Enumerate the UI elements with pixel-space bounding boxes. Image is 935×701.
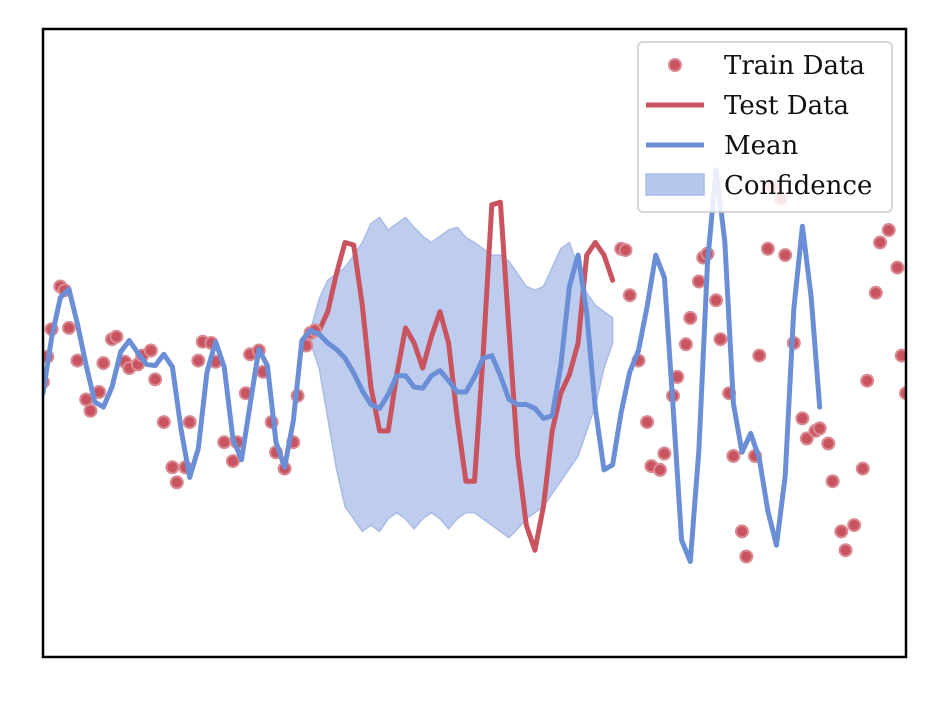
train-data-point (165, 460, 180, 475)
train-data-point (640, 415, 655, 430)
legend-label-test: Test Data (724, 91, 849, 121)
train-data-point (61, 320, 76, 335)
train-data-point (855, 461, 870, 476)
train-data-point (795, 411, 810, 426)
legend-box (637, 41, 893, 213)
train-data-point (70, 353, 85, 368)
train-data-point (899, 386, 906, 401)
plot-area (43, 167, 906, 564)
train-data-point (683, 310, 698, 325)
legend-patch-confidence (645, 173, 705, 196)
train-data-point (860, 373, 875, 388)
test-data-line (308, 199, 616, 553)
train-data-point (890, 260, 905, 275)
train-data-point (713, 332, 728, 347)
train-data-point (109, 329, 124, 344)
train-data-point (678, 337, 693, 352)
train-data-point (881, 223, 896, 237)
mean-line (43, 167, 823, 564)
train-data-point (653, 462, 667, 477)
train-data-point (96, 356, 111, 371)
train-data-point (868, 285, 883, 300)
train-data-point (847, 518, 862, 533)
train-data-point (618, 243, 633, 258)
legend-label-train: Train Data (724, 51, 865, 81)
train-data-point (778, 248, 793, 263)
legend-label-confidence: Confidence (724, 171, 872, 201)
train-data-point (825, 474, 840, 489)
train-data-point (217, 435, 232, 450)
confidence-band (309, 216, 614, 539)
train-data-point (622, 288, 637, 303)
train-data-point (838, 543, 853, 558)
plot-frame (41, 27, 908, 659)
train-data-point (691, 274, 706, 289)
train-data-point (739, 549, 754, 564)
train-data-point (657, 446, 672, 461)
train-data-point (726, 449, 741, 463)
legend-marker-train (668, 58, 682, 72)
train-data-point (812, 421, 827, 436)
train-data-point (83, 403, 98, 418)
legend: Train Data Test Data Mean Confidence (637, 41, 893, 213)
train-data-point (834, 524, 849, 539)
train-data-point (760, 241, 775, 256)
train-data-point (191, 353, 206, 368)
train-data-point (799, 431, 814, 446)
train-data-point (148, 372, 163, 387)
train-data-point (735, 524, 749, 539)
train-data-point (143, 343, 158, 358)
train-data-point (225, 454, 240, 469)
train-data-point (752, 348, 767, 363)
train-data-point (79, 392, 94, 407)
train-data-point (821, 436, 836, 451)
legend-label-mean: Mean (724, 131, 799, 161)
train-data-point (873, 235, 888, 250)
train-data-point (182, 415, 197, 430)
train-data-point (894, 348, 906, 363)
train-data-point (169, 475, 184, 490)
train-data-point (709, 293, 724, 308)
train-data-point (156, 415, 171, 430)
